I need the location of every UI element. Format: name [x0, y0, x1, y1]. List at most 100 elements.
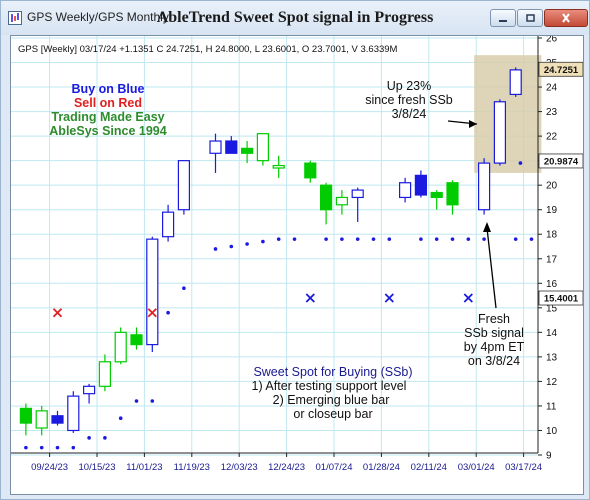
gain-annotation-line: since fresh SSb [365, 93, 453, 107]
signal-dot [371, 237, 376, 241]
x-tick-label: 09/24/23 [31, 462, 68, 473]
candle-body [51, 415, 64, 424]
legend-line: Sell on Red [74, 96, 142, 110]
signal-dot [71, 445, 76, 450]
candle-body [478, 162, 491, 211]
candle-body [67, 395, 80, 432]
fresh-signal-line: Fresh [478, 312, 510, 326]
fresh-arrow-line [486, 227, 497, 309]
signal-dot [529, 237, 534, 241]
x-tick-label: 10/15/23 [79, 462, 116, 473]
candle-body [82, 385, 96, 395]
candle [162, 204, 175, 242]
y-tick-label: 12 [546, 377, 558, 388]
candle [146, 236, 159, 352]
sell-marker-x [52, 308, 63, 318]
highlight-layer [474, 55, 542, 173]
candle-body [241, 147, 254, 154]
fresh-arrow-head [483, 222, 491, 232]
signal-dot [134, 399, 139, 403]
fresh-signal-line: SSb signal [464, 326, 524, 340]
candle [19, 403, 32, 436]
candle-body [146, 238, 159, 346]
price-tag-label: 24.7251 [544, 65, 579, 76]
stop-marker-x [384, 293, 394, 303]
candle-body [35, 410, 48, 429]
candle [304, 160, 317, 183]
chart-tabs[interactable]: GPS Weekly/GPS Monthly [27, 10, 169, 24]
candle-body [225, 140, 238, 154]
restore-icon [526, 14, 535, 22]
signal-dot [213, 247, 218, 251]
signal-dot [340, 237, 344, 241]
y-tick-label: 9 [546, 451, 552, 462]
highlight-box [474, 55, 542, 173]
candle-body [162, 211, 175, 238]
y-tick-label: 19 [546, 205, 558, 216]
candle-body [98, 361, 112, 387]
x-tick-label: 01/07/24 [316, 462, 353, 473]
candle [114, 327, 127, 365]
signal-dot [482, 237, 486, 241]
legend-line: Buy on Blue [72, 82, 145, 96]
x-tick-label: 12/03/23 [221, 462, 258, 473]
signal-dot [118, 416, 123, 421]
candle [51, 410, 64, 426]
signal-dot [166, 310, 170, 315]
candle [493, 99, 506, 166]
legend-line: AbleSys Since 1994 [49, 124, 166, 138]
candle-body [335, 196, 348, 206]
fresh-signal-line: by 4pm ET [464, 340, 525, 354]
close-button[interactable] [544, 9, 588, 27]
candle [478, 158, 491, 215]
x-tick-label: 11/19/23 [174, 462, 210, 473]
bar-layer [19, 67, 522, 436]
y-tick-label: 13 [546, 352, 558, 363]
candle-body [114, 331, 127, 363]
candle-body [446, 182, 459, 206]
minimize-button[interactable] [490, 9, 516, 27]
signal-dot [466, 237, 471, 241]
candle-body [177, 160, 190, 211]
plot-area: 9101112131415161718192021222324252609/24… [10, 34, 584, 495]
candle [414, 170, 427, 198]
candle-body [304, 162, 317, 179]
signal-dot [261, 239, 265, 244]
signal-dot [55, 445, 60, 450]
candle [177, 160, 190, 215]
candle [225, 136, 238, 154]
price-tag-label: 20.9874 [544, 156, 579, 167]
signal-dot [434, 237, 439, 241]
signal-dot [513, 237, 518, 241]
candle-body [272, 164, 285, 169]
candle-body [399, 182, 412, 199]
candle [351, 187, 364, 222]
signal-dot [387, 237, 392, 241]
y-tick-label: 16 [546, 279, 558, 290]
candle-body [414, 174, 427, 196]
signal-dot [292, 237, 297, 241]
close-icon [562, 13, 570, 23]
x-tick-label: 01/28/24 [363, 462, 400, 473]
candle [241, 141, 254, 164]
restore-button[interactable] [517, 9, 543, 27]
x-tick-label: 03/01/24 [458, 462, 495, 473]
y-tick-label: 11 [546, 401, 557, 412]
y-tick-label: 10 [546, 426, 558, 437]
y-tick-label: 20 [546, 181, 558, 192]
x-tick-label: 03/17/24 [505, 462, 542, 473]
y-tick-label: 24 [546, 83, 558, 94]
signal-dot [39, 445, 44, 450]
x-tick-label: 11/01/23 [126, 462, 162, 473]
chart-app-icon [8, 11, 22, 25]
axis-layer: 9101112131415161718192021222324252609/24… [11, 34, 584, 473]
candle [35, 405, 48, 436]
candle-body [320, 184, 333, 211]
stop-marker-x [305, 293, 315, 303]
candle [209, 133, 222, 173]
candle [130, 327, 143, 350]
sweet-spot-line: 1) After testing support level [252, 379, 407, 393]
y-tick-label: 14 [546, 328, 558, 339]
sweet-spot-line: 2) Emerging blue bar [273, 393, 390, 407]
y-tick-label: 18 [546, 230, 558, 241]
